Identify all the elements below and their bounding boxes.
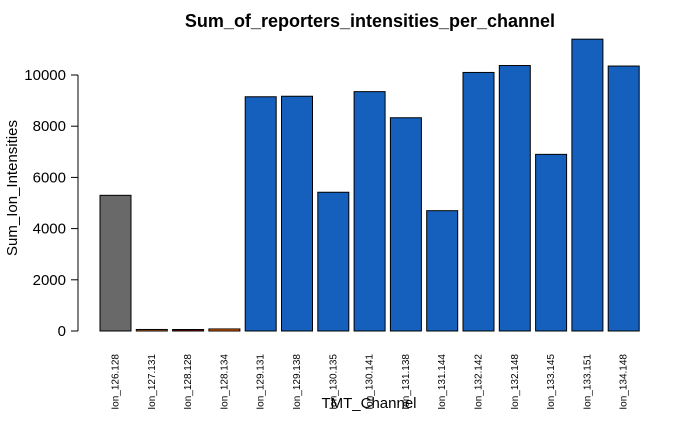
- bar-Ion_130.135: [317, 191, 350, 332]
- chart-title: Sum_of_reporters_intensities_per_channel: [185, 11, 555, 31]
- x-tick-label: Ion_133.145: [546, 354, 557, 410]
- bar-Ion_132.142: [462, 71, 495, 332]
- x-tick-label: Ion_132.142: [474, 354, 485, 410]
- x-tick-label: Ion_131.138: [401, 354, 412, 410]
- bar-Ion_132.148: [498, 65, 531, 332]
- bar-Ion_133.145: [535, 153, 568, 332]
- x-tick-labels: Ion_126.128 Ion_127.131 Ion_128.128 Ion_128…: [111, 354, 630, 410]
- x-tick-label: Ion_132.148: [510, 354, 521, 410]
- bar-Ion_129.131: [244, 96, 277, 332]
- x-tick-label: Ion_130.141: [365, 354, 376, 410]
- bar-Ion_130.141: [353, 91, 386, 332]
- x-tick-label: Ion_129.138: [292, 354, 303, 410]
- bar-Ion_128.134: [208, 328, 241, 332]
- y-tick-label: 4000: [33, 221, 66, 238]
- bar-Ion_131.138: [389, 117, 422, 332]
- y-tick-label: 0: [58, 323, 66, 340]
- bar-Ion_134.148: [607, 65, 640, 332]
- x-tick-label: Ion_130.135: [328, 354, 339, 410]
- x-tick-label: Ion_134.148: [619, 354, 630, 410]
- bar-Ion_126.128: [99, 194, 132, 332]
- y-tick-label: 6000: [33, 169, 66, 186]
- bar-Ion_128.128: [172, 329, 205, 332]
- y-axis-label: Sum_Ion_Intensities: [4, 120, 21, 256]
- x-tick-label: Ion_127.131: [147, 354, 158, 410]
- bar-Ion_127.131: [135, 328, 168, 332]
- x-tick-label: Ion_128.128: [183, 354, 194, 410]
- x-tick-label: Ion_131.144: [437, 354, 448, 410]
- y-axis: 0 2000 4000 6000 8000 10000: [24, 67, 79, 340]
- y-tick-label: 8000: [33, 118, 66, 135]
- bar-Ion_133.151: [571, 38, 604, 332]
- bar-Ion_129.138: [281, 95, 313, 332]
- y-tick-label: 10000: [24, 67, 66, 84]
- x-tick-label: Ion_133.151: [582, 354, 593, 410]
- bars: [99, 38, 640, 332]
- x-axis-label: TMT_Channel: [321, 395, 416, 412]
- x-tick-label: Ion_129.131: [256, 354, 267, 410]
- bar-Ion_131.144: [426, 210, 459, 332]
- x-tick-label: Ion_126.128: [111, 354, 122, 410]
- x-tick-label: Ion_128.134: [219, 354, 230, 410]
- y-tick-label: 2000: [33, 272, 66, 289]
